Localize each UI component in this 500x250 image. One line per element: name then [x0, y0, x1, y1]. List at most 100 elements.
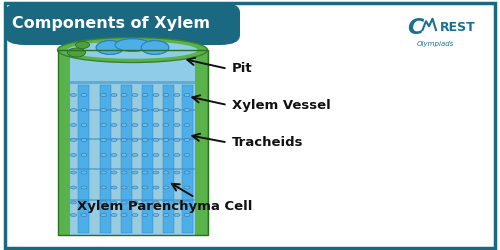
Circle shape [132, 214, 138, 216]
Circle shape [70, 108, 76, 112]
Bar [162, 85, 173, 233]
Circle shape [153, 94, 159, 96]
Bar [132, 85, 150, 233]
Circle shape [111, 186, 117, 189]
Circle shape [184, 108, 190, 112]
Circle shape [132, 154, 138, 156]
Circle shape [153, 108, 159, 112]
Circle shape [100, 154, 106, 156]
Text: Xylem Vessel: Xylem Vessel [232, 98, 330, 112]
Circle shape [81, 108, 87, 112]
Circle shape [163, 214, 169, 216]
Bar [172, 85, 190, 233]
Circle shape [153, 124, 159, 126]
Circle shape [81, 214, 87, 216]
Text: Pit: Pit [232, 62, 252, 75]
Circle shape [70, 214, 76, 216]
Text: C: C [407, 18, 423, 38]
Circle shape [81, 124, 87, 126]
Circle shape [70, 171, 76, 174]
Circle shape [142, 214, 148, 216]
Circle shape [142, 154, 148, 156]
Circle shape [163, 154, 169, 156]
Bar [70, 50, 195, 235]
Circle shape [70, 94, 76, 96]
Circle shape [153, 214, 159, 216]
Circle shape [70, 201, 76, 204]
Circle shape [184, 201, 190, 204]
Bar [121, 85, 132, 233]
Circle shape [100, 108, 106, 112]
Circle shape [81, 94, 87, 96]
Ellipse shape [96, 40, 124, 54]
Bar [182, 85, 192, 233]
Circle shape [153, 201, 159, 204]
Circle shape [76, 42, 90, 48]
Circle shape [111, 108, 117, 112]
Bar [70, 199, 195, 201]
Text: Olympiads: Olympiads [416, 41, 454, 47]
Text: Components of Xylem: Components of Xylem [12, 16, 210, 31]
Circle shape [163, 108, 169, 112]
Circle shape [163, 201, 169, 204]
Circle shape [121, 201, 127, 204]
Ellipse shape [68, 41, 198, 59]
Circle shape [142, 124, 148, 126]
Circle shape [153, 171, 159, 174]
Circle shape [132, 201, 138, 204]
Circle shape [163, 94, 169, 96]
Circle shape [153, 186, 159, 189]
Text: Xylem Parenchyma Cell: Xylem Parenchyma Cell [78, 200, 252, 213]
Circle shape [184, 154, 190, 156]
Circle shape [81, 171, 87, 174]
Circle shape [111, 138, 117, 141]
Circle shape [132, 186, 138, 189]
Circle shape [81, 186, 87, 189]
Circle shape [111, 171, 117, 174]
Bar [70, 168, 195, 170]
Bar [70, 138, 195, 140]
Bar [100, 85, 111, 233]
Bar [152, 85, 170, 233]
Circle shape [121, 138, 127, 141]
Ellipse shape [142, 40, 169, 54]
Circle shape [132, 108, 138, 112]
Circle shape [111, 214, 117, 216]
Circle shape [174, 108, 180, 112]
Circle shape [174, 124, 180, 126]
Bar [78, 85, 88, 233]
Circle shape [121, 124, 127, 126]
Circle shape [121, 94, 127, 96]
Text: Tracheids: Tracheids [232, 136, 303, 149]
Circle shape [68, 48, 86, 57]
Bar [70, 109, 195, 111]
Circle shape [132, 124, 138, 126]
Ellipse shape [115, 39, 150, 51]
Circle shape [100, 124, 106, 126]
Bar [70, 81, 195, 84]
Circle shape [142, 108, 148, 112]
Circle shape [174, 201, 180, 204]
Circle shape [184, 171, 190, 174]
Ellipse shape [115, 39, 150, 51]
Circle shape [111, 94, 117, 96]
Circle shape [121, 186, 127, 189]
Bar [111, 85, 128, 233]
Circle shape [142, 171, 148, 174]
Circle shape [70, 186, 76, 189]
Circle shape [100, 214, 106, 216]
Ellipse shape [58, 38, 208, 62]
Circle shape [163, 171, 169, 174]
Circle shape [142, 94, 148, 96]
Circle shape [121, 171, 127, 174]
Circle shape [100, 94, 106, 96]
Circle shape [70, 124, 76, 126]
Circle shape [132, 138, 138, 141]
Circle shape [174, 171, 180, 174]
Circle shape [100, 171, 106, 174]
Circle shape [184, 94, 190, 96]
Circle shape [174, 94, 180, 96]
Circle shape [132, 94, 138, 96]
Bar [92, 85, 109, 233]
Circle shape [81, 138, 87, 141]
